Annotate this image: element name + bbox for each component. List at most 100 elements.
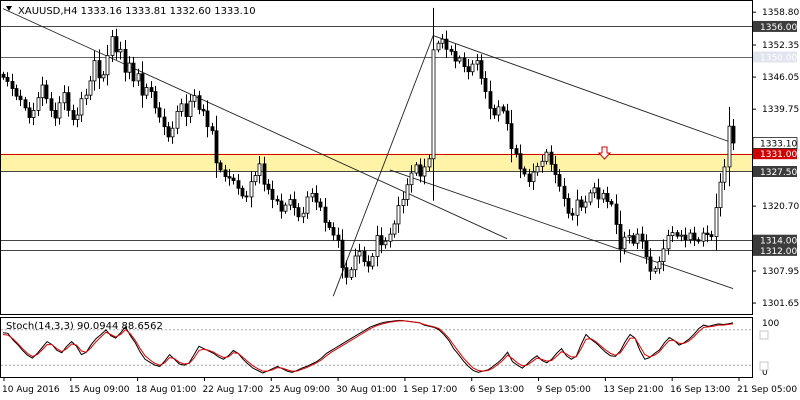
candle-body: [409, 172, 414, 186]
trendline: [433, 35, 734, 144]
candle-body: [522, 168, 527, 175]
candle-body: [540, 160, 545, 167]
current-price-badge: [752, 137, 798, 149]
candle-body: [157, 107, 162, 118]
price-badge: [753, 234, 797, 246]
candle-body: [140, 73, 145, 96]
price-badge: [753, 51, 797, 63]
price-badge: [753, 244, 797, 256]
candle-body: [275, 199, 280, 202]
candle-body: [118, 48, 123, 53]
candle-body: [162, 116, 167, 128]
candle-body: [509, 123, 514, 149]
candle-body: [23, 99, 28, 109]
candle-body: [618, 224, 623, 250]
time-axis-tick-label: 13 Sep 21:00: [603, 385, 663, 395]
candle-body: [214, 130, 219, 164]
candle-body: [640, 233, 645, 242]
candle-body: [357, 250, 362, 257]
candle-layer: [1, 7, 736, 285]
price-badge-label: 1331.00: [760, 150, 797, 160]
candle-body: [331, 227, 336, 236]
candle-body: [731, 125, 736, 144]
candle-body: [661, 248, 666, 262]
candle-body: [475, 60, 480, 65]
candle-body: [14, 88, 19, 97]
candle-body: [427, 158, 432, 168]
trendline: [2, 8, 508, 240]
candle-body: [627, 235, 632, 238]
candle-body: [323, 206, 328, 223]
candle-body: [379, 235, 384, 246]
candle-body: [105, 55, 110, 76]
candle-body: [192, 95, 197, 102]
candle-body: [714, 207, 719, 238]
candle-body: [71, 110, 76, 120]
candle-body: [366, 261, 371, 267]
candle-body: [566, 198, 571, 214]
candle-body: [53, 110, 58, 119]
candle-body: [496, 106, 501, 116]
candle-body: [227, 176, 232, 179]
candle-body: [544, 151, 549, 162]
candle-body: [5, 76, 10, 82]
candle-body: [436, 42, 441, 51]
candle-body: [288, 199, 293, 206]
time-axis-tick-label: 25 Aug 09:00: [269, 385, 330, 395]
candle-body: [40, 84, 45, 99]
candle-body: [249, 181, 254, 198]
candle-body: [370, 256, 375, 267]
resistance-zone: [1, 153, 752, 172]
candle-body: [197, 95, 202, 110]
candle-body: [670, 232, 675, 237]
candle-body: [683, 234, 688, 241]
candle-body: [144, 87, 149, 96]
candle-body: [75, 114, 80, 120]
candle-body: [375, 235, 380, 257]
candle-body: [527, 173, 532, 183]
down-arrow-icon: [597, 146, 612, 160]
candle-body: [518, 153, 523, 170]
candle-body: [244, 195, 249, 198]
price-badge: [753, 165, 797, 177]
price-badge: [753, 20, 797, 32]
stochastic-main-line: [2, 319, 734, 374]
candle-body: [601, 192, 606, 200]
candle-body: [131, 62, 136, 82]
stochastic-signal-line: [2, 320, 734, 372]
candle-body: [349, 269, 354, 278]
candle-body: [570, 212, 575, 216]
candle-body: [596, 187, 601, 200]
candle-body: [101, 74, 106, 79]
candle-body: [622, 236, 627, 250]
candle-body: [205, 110, 210, 128]
stochastic-axis: 100 0: [759, 319, 779, 378]
time-axis-tick-label: 15 Aug 09:00: [69, 385, 130, 395]
candle-body: [592, 187, 597, 194]
price-badge-label: 1356.00: [760, 23, 797, 33]
price-axis-tick-label: 1352.35: [762, 41, 799, 51]
candle-body: [110, 36, 115, 56]
candle-body: [505, 110, 510, 125]
price-zone-layer: [1, 153, 752, 172]
candle-body: [709, 234, 714, 238]
time-axis-tick-label: 9 Sep 05:00: [537, 385, 592, 395]
price-badge-layer: 1356.00 1350.00 1331.00 1327.50 1314.001312.…: [752, 20, 798, 257]
candle-body: [44, 84, 49, 100]
candle-body: [405, 184, 410, 200]
price-badge-label: 1312.00: [760, 247, 797, 257]
chart-title-triangle-icon: [6, 6, 12, 11]
candle-body: [657, 261, 662, 270]
candle-body: [262, 163, 267, 185]
candle-body: [440, 38, 445, 44]
time-axis-tick-label: 30 Aug 01:00: [336, 385, 397, 395]
candle-body: [514, 148, 519, 155]
candle-body: [149, 87, 154, 92]
price-axis-tick-label: 1301.65: [762, 299, 799, 309]
candle-body: [583, 201, 588, 208]
candle-body: [31, 110, 36, 118]
candle-body: [201, 109, 206, 112]
candle-body: [166, 126, 171, 138]
candle-body: [396, 205, 401, 225]
candle-body: [453, 50, 458, 62]
